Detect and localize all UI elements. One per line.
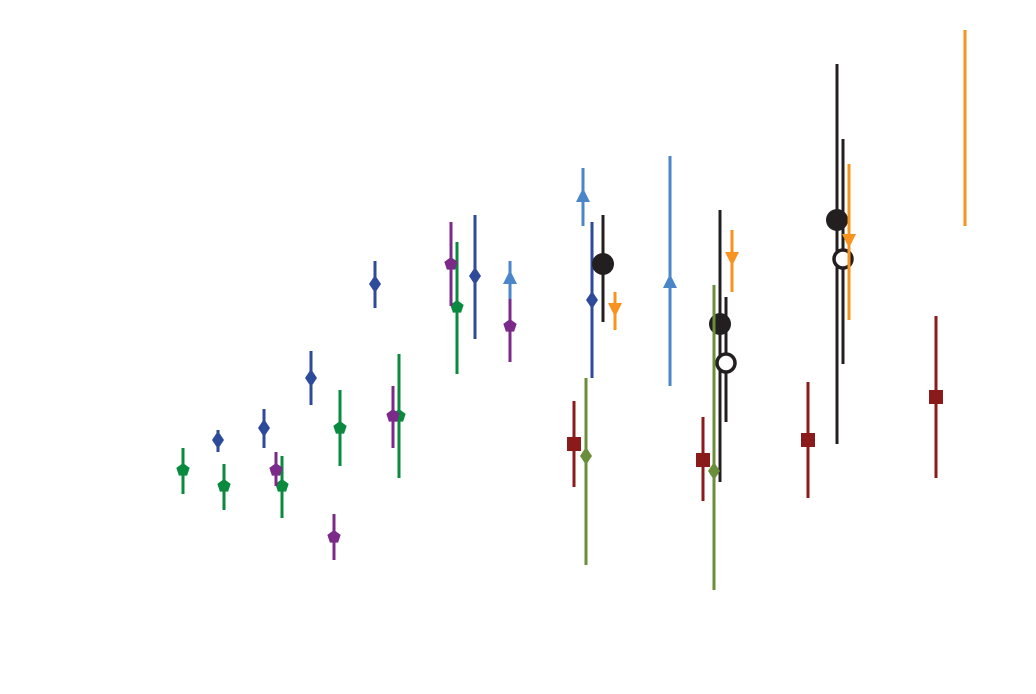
pentagon-point [503, 319, 517, 332]
square-point [929, 390, 943, 404]
open-circle-point [715, 352, 737, 374]
diamond-point [580, 447, 592, 465]
square-point [801, 433, 815, 447]
diamond-point [369, 275, 381, 293]
plot-marks [176, 30, 967, 590]
filled-circle-point [826, 209, 848, 231]
diamond-point [212, 431, 224, 449]
diamond-point [708, 462, 720, 480]
pentagon-point [444, 257, 458, 270]
triangle-up-point [576, 188, 590, 202]
triangle-down-point [608, 303, 622, 317]
pentagon-point [269, 463, 283, 476]
pentagon-point [386, 409, 400, 422]
pentagon-point [176, 463, 190, 476]
diamond-point [586, 291, 598, 309]
pentagon-point [333, 421, 347, 434]
filled-circle-point [592, 253, 614, 275]
triangle-down-point [725, 252, 739, 266]
pentagon-point [450, 300, 464, 313]
filled-circle-point [709, 313, 731, 335]
triangle-up-point [503, 270, 517, 284]
pentagon-point [327, 530, 341, 543]
triangle-down-point [842, 234, 856, 248]
pentagon-point [275, 479, 289, 492]
diamond-point [305, 369, 317, 387]
square-point [696, 453, 710, 467]
pentagon-point [217, 479, 231, 492]
square-point [567, 437, 581, 451]
diamond-point [469, 267, 481, 285]
triangle-up-point [663, 274, 677, 288]
diamond-point [258, 419, 270, 437]
